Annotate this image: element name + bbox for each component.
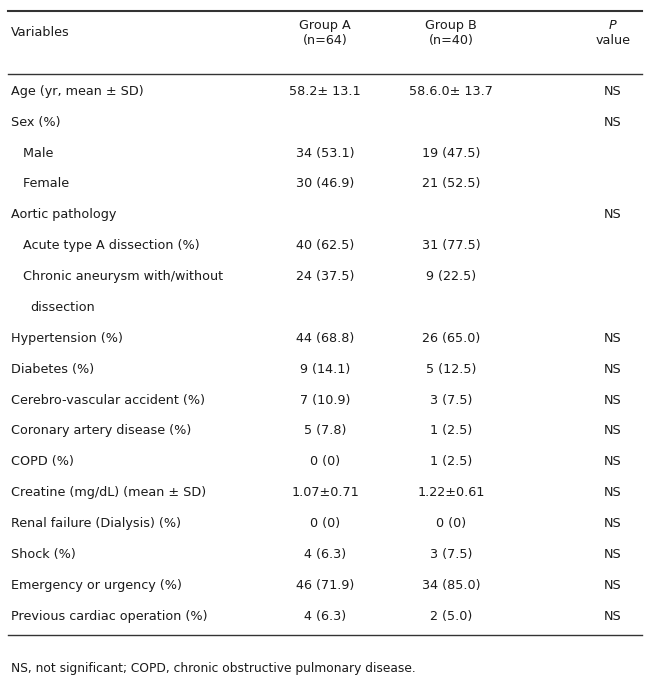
Text: 3 (7.5): 3 (7.5) — [430, 394, 473, 407]
Text: NS: NS — [604, 394, 622, 407]
Text: Age (yr, mean ± SD): Age (yr, mean ± SD) — [11, 85, 144, 98]
Text: 5 (7.8): 5 (7.8) — [304, 424, 346, 437]
Text: 58.2± 13.1: 58.2± 13.1 — [289, 85, 361, 98]
Text: 4 (6.3): 4 (6.3) — [304, 610, 346, 622]
Text: Emergency or urgency (%): Emergency or urgency (%) — [11, 579, 182, 592]
Text: 9 (14.1): 9 (14.1) — [300, 362, 350, 376]
Text: Creatine (mg/dL) (mean ± SD): Creatine (mg/dL) (mean ± SD) — [11, 486, 206, 499]
Text: 34 (85.0): 34 (85.0) — [422, 579, 480, 592]
Text: NS, not significant; COPD, chronic obstructive pulmonary disease.: NS, not significant; COPD, chronic obstr… — [11, 662, 416, 675]
Text: 58.6.0± 13.7: 58.6.0± 13.7 — [410, 85, 493, 98]
Text: P: P — [609, 19, 617, 32]
Text: 1.07±0.71: 1.07±0.71 — [291, 486, 359, 499]
Text: Group B: Group B — [425, 19, 477, 32]
Text: 4 (6.3): 4 (6.3) — [304, 548, 346, 561]
Text: 7 (10.9): 7 (10.9) — [300, 394, 350, 407]
Text: value: value — [595, 34, 630, 47]
Text: NS: NS — [604, 486, 622, 499]
Text: NS: NS — [604, 85, 622, 98]
Text: 9 (22.5): 9 (22.5) — [426, 270, 476, 283]
Text: 0 (0): 0 (0) — [310, 517, 340, 530]
Text: 0 (0): 0 (0) — [310, 455, 340, 468]
Text: NS: NS — [604, 424, 622, 437]
Text: NS: NS — [604, 362, 622, 376]
Text: (n=40): (n=40) — [429, 34, 474, 47]
Text: Previous cardiac operation (%): Previous cardiac operation (%) — [11, 610, 207, 622]
Text: NS: NS — [604, 548, 622, 561]
Text: 1 (2.5): 1 (2.5) — [430, 424, 473, 437]
Text: NS: NS — [604, 209, 622, 221]
Text: 24 (37.5): 24 (37.5) — [296, 270, 354, 283]
Text: COPD (%): COPD (%) — [11, 455, 74, 468]
Text: 3 (7.5): 3 (7.5) — [430, 548, 473, 561]
Text: Aortic pathology: Aortic pathology — [11, 209, 116, 221]
Text: Diabetes (%): Diabetes (%) — [11, 362, 94, 376]
Text: NS: NS — [604, 610, 622, 622]
Text: 19 (47.5): 19 (47.5) — [422, 147, 480, 159]
Text: NS: NS — [604, 332, 622, 345]
Text: 31 (77.5): 31 (77.5) — [422, 239, 480, 252]
Text: Hypertension (%): Hypertension (%) — [11, 332, 123, 345]
Text: Chronic aneurysm with/without: Chronic aneurysm with/without — [11, 270, 223, 283]
Text: 1.22±0.61: 1.22±0.61 — [417, 486, 485, 499]
Text: Female: Female — [11, 177, 69, 191]
Text: 5 (12.5): 5 (12.5) — [426, 362, 476, 376]
Text: Renal failure (Dialysis) (%): Renal failure (Dialysis) (%) — [11, 517, 181, 530]
Text: Variables: Variables — [11, 26, 70, 39]
Text: 2 (5.0): 2 (5.0) — [430, 610, 473, 622]
Text: 21 (52.5): 21 (52.5) — [422, 177, 480, 191]
Text: Acute type A dissection (%): Acute type A dissection (%) — [11, 239, 200, 252]
Text: Male: Male — [11, 147, 53, 159]
Text: 44 (68.8): 44 (68.8) — [296, 332, 354, 345]
Text: NS: NS — [604, 517, 622, 530]
Text: Group A: Group A — [299, 19, 351, 32]
Text: Coronary artery disease (%): Coronary artery disease (%) — [11, 424, 191, 437]
Text: 34 (53.1): 34 (53.1) — [296, 147, 354, 159]
Text: 46 (71.9): 46 (71.9) — [296, 579, 354, 592]
Text: Sex (%): Sex (%) — [11, 116, 60, 129]
Text: Cerebro-vascular accident (%): Cerebro-vascular accident (%) — [11, 394, 205, 407]
Text: dissection: dissection — [31, 301, 96, 314]
Text: 26 (65.0): 26 (65.0) — [422, 332, 480, 345]
Text: 0 (0): 0 (0) — [436, 517, 466, 530]
Text: NS: NS — [604, 116, 622, 129]
Text: 40 (62.5): 40 (62.5) — [296, 239, 354, 252]
Text: Shock (%): Shock (%) — [11, 548, 76, 561]
Text: 1 (2.5): 1 (2.5) — [430, 455, 473, 468]
Text: NS: NS — [604, 579, 622, 592]
Text: 30 (46.9): 30 (46.9) — [296, 177, 354, 191]
Text: NS: NS — [604, 455, 622, 468]
Text: (n=64): (n=64) — [303, 34, 347, 47]
